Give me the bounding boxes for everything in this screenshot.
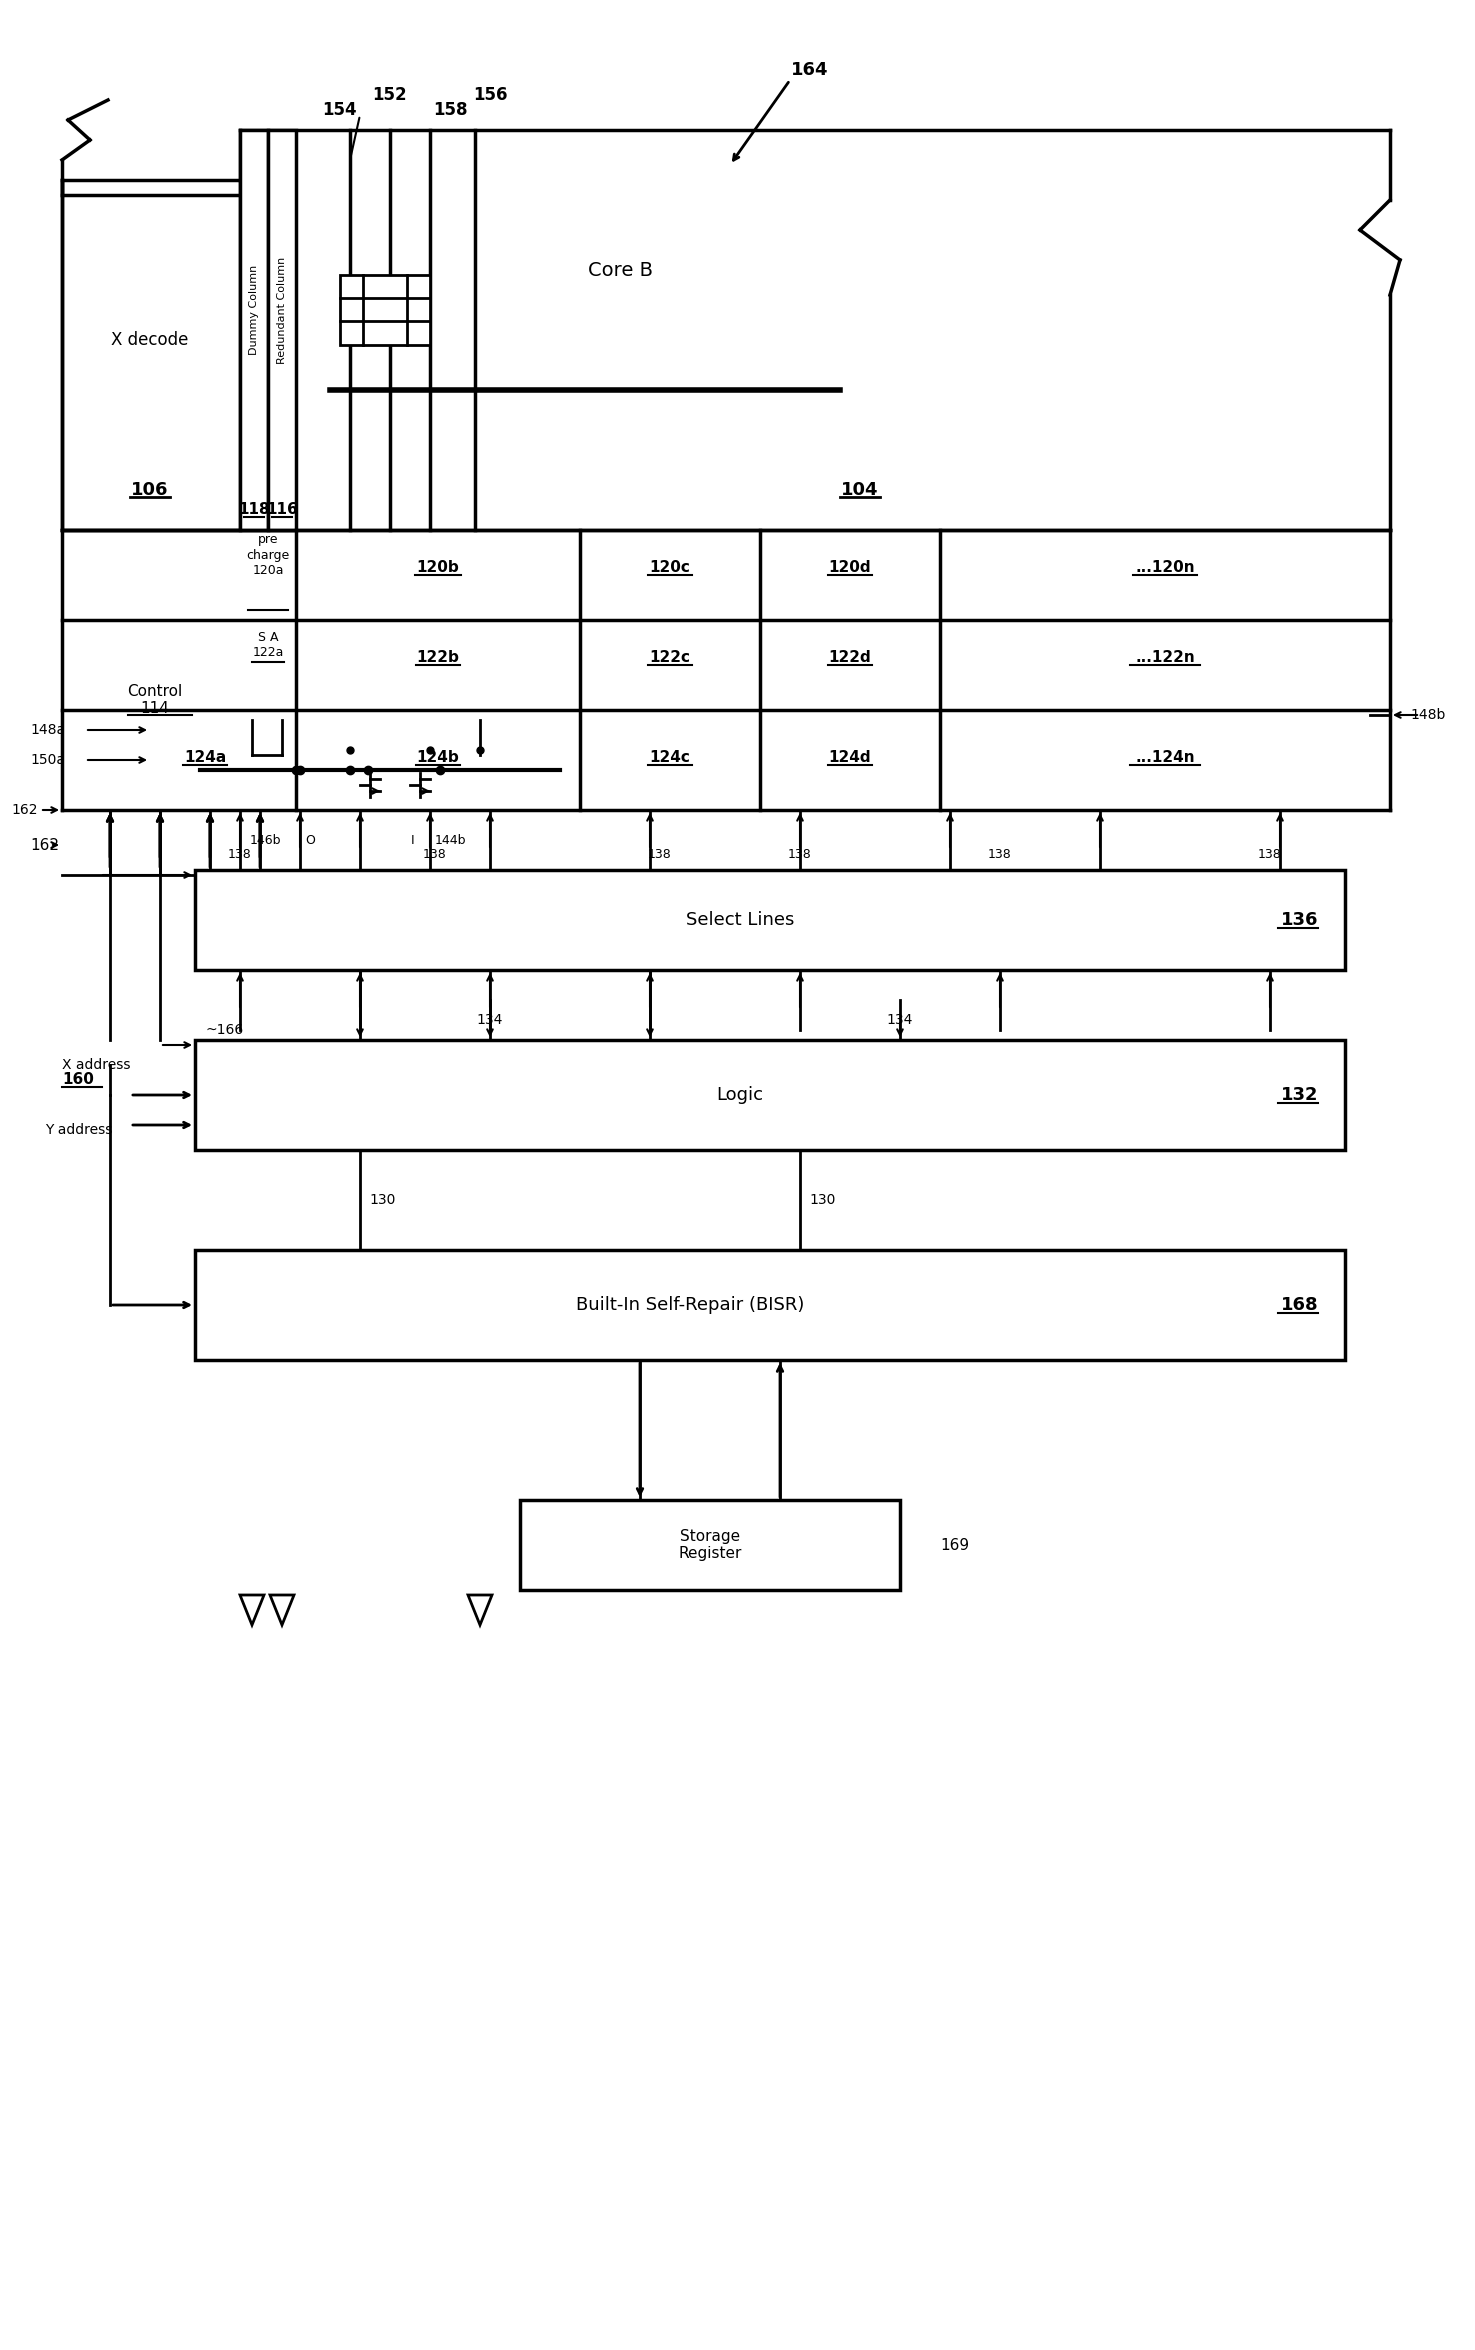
Text: 158: 158 (432, 101, 468, 120)
Text: 138: 138 (1258, 848, 1282, 862)
Text: Storage
Register: Storage Register (678, 1530, 742, 1560)
Bar (268, 129, 296, 531)
Text: Select Lines: Select Lines (686, 912, 794, 928)
Text: 154: 154 (323, 101, 357, 120)
Text: 150a: 150a (30, 752, 65, 766)
Text: ...122n: ...122n (1136, 649, 1195, 665)
Text: 120b: 120b (416, 559, 459, 573)
Text: 106: 106 (131, 482, 168, 498)
Text: 144b: 144b (434, 834, 466, 846)
Text: 124d: 124d (829, 750, 872, 764)
Text: 162: 162 (30, 837, 59, 853)
Text: 162: 162 (12, 804, 38, 818)
Text: Y address: Y address (46, 1123, 112, 1137)
Text: 122d: 122d (829, 649, 872, 665)
Text: 130: 130 (370, 1194, 397, 1208)
Text: X address: X address (62, 1058, 130, 1072)
Text: 138: 138 (229, 848, 252, 862)
Text: Dummy Column: Dummy Column (249, 266, 260, 355)
Text: 138: 138 (648, 848, 673, 862)
Text: Core B: Core B (587, 261, 652, 280)
Text: 152: 152 (373, 87, 407, 103)
Text: Built-In Self-Repair (BISR): Built-In Self-Repair (BISR) (575, 1295, 804, 1314)
Text: 148a: 148a (30, 724, 65, 738)
Text: 120c: 120c (649, 559, 690, 573)
Text: ...124n: ...124n (1136, 750, 1195, 764)
Text: 118: 118 (237, 503, 270, 517)
Text: 134: 134 (886, 1013, 913, 1027)
Text: Redundant Column: Redundant Column (277, 256, 288, 364)
Text: 132: 132 (1282, 1086, 1319, 1104)
Text: 124a: 124a (184, 750, 226, 764)
Bar (240, 129, 268, 531)
Text: 136: 136 (1282, 912, 1319, 928)
Text: 120d: 120d (829, 559, 872, 573)
Text: 169: 169 (940, 1537, 969, 1553)
Text: 138: 138 (988, 848, 1012, 862)
Text: I: I (412, 834, 414, 846)
Text: pre
charge
120a: pre charge 120a (246, 533, 289, 576)
Text: 138: 138 (423, 848, 447, 862)
Text: 168: 168 (1282, 1295, 1319, 1314)
Text: 134: 134 (476, 1013, 503, 1027)
Text: 104: 104 (841, 482, 879, 498)
Text: 164: 164 (791, 61, 829, 80)
Text: 124b: 124b (416, 750, 459, 764)
Text: X decode: X decode (111, 331, 189, 350)
Text: ...120n: ...120n (1136, 559, 1195, 573)
Text: 122c: 122c (649, 649, 690, 665)
Bar (62, 181, 240, 531)
Text: 146b: 146b (249, 834, 280, 846)
Text: 124c: 124c (649, 750, 690, 764)
Bar (521, 1499, 900, 1591)
Text: 122b: 122b (416, 649, 459, 665)
Text: 148b: 148b (1410, 707, 1446, 721)
Text: Control
114: Control 114 (127, 684, 183, 717)
Text: 138: 138 (788, 848, 811, 862)
Bar (195, 1041, 1345, 1149)
Text: Logic: Logic (717, 1086, 764, 1104)
Bar (195, 1250, 1345, 1361)
Text: 160: 160 (62, 1072, 94, 1088)
Text: 130: 130 (810, 1194, 836, 1208)
Bar (341, 275, 431, 345)
Text: O: O (305, 834, 316, 846)
Text: 156: 156 (473, 87, 507, 103)
Text: S A
122a: S A 122a (252, 632, 283, 658)
Text: ~166: ~166 (207, 1022, 245, 1036)
Bar (195, 870, 1345, 971)
Text: 116: 116 (266, 503, 298, 517)
